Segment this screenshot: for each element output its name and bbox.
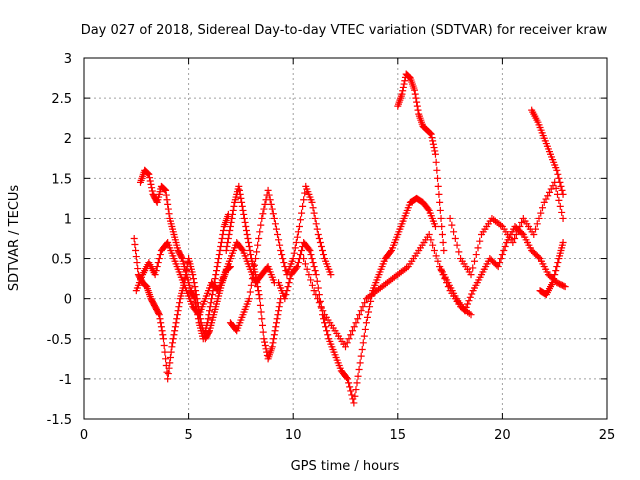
x-tick-label: 20	[494, 428, 511, 443]
y-tick-label: 3	[64, 52, 72, 67]
y-tick-label: -1.5	[47, 413, 72, 428]
series-track	[394, 70, 448, 255]
y-tick-label: 1.5	[51, 172, 72, 187]
series-track	[275, 194, 439, 407]
series-markers	[222, 182, 285, 363]
x-tick-label: 0	[80, 428, 88, 443]
series-track	[222, 182, 285, 363]
series-markers	[394, 70, 448, 255]
series-markers	[132, 239, 278, 319]
y-tick-label: 0.5	[51, 253, 72, 268]
y-tick-label: 1	[64, 212, 72, 227]
series-track	[528, 106, 567, 198]
series-track	[136, 166, 232, 343]
plot-frame	[83, 57, 608, 420]
x-axis-label: GPS time / hours	[291, 459, 400, 474]
series-markers	[226, 182, 335, 335]
y-tick-label: 2.5	[51, 92, 72, 107]
series-track	[446, 178, 567, 279]
series-markers	[136, 166, 232, 343]
y-tick-label: 2	[64, 132, 72, 147]
x-tick-label: 10	[285, 428, 302, 443]
data-points	[130, 70, 569, 407]
series-markers	[446, 178, 567, 279]
series-track	[226, 182, 335, 335]
y-axis-label: SDTVAR / TECUs	[7, 185, 22, 292]
y-tick-label: -1	[59, 373, 72, 388]
x-tick-label: 5	[184, 428, 192, 443]
series-markers	[528, 106, 567, 198]
series-markers	[275, 194, 439, 407]
chart-title: Day 027 of 2018, Sidereal Day-to-day VTE…	[81, 23, 608, 38]
x-tick-label: 25	[599, 428, 616, 443]
axis-ticks: 0 5 10 15 20 25 -1.5 -1 -0.5 0 0.5 1 1.5 2 2.5 3	[47, 52, 616, 443]
series-track	[536, 239, 567, 299]
x-tick-label: 15	[390, 428, 407, 443]
y-tick-label: -0.5	[47, 333, 72, 348]
series-track	[132, 239, 278, 319]
y-tick-label: 0	[64, 293, 72, 308]
series-markers	[536, 239, 567, 299]
